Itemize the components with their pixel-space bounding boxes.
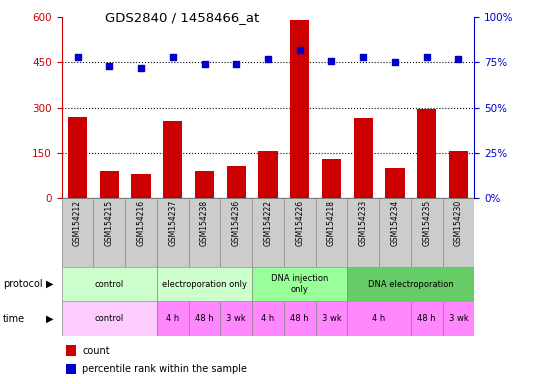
Bar xyxy=(284,301,316,336)
Text: control: control xyxy=(95,280,124,289)
Bar xyxy=(252,198,284,267)
Bar xyxy=(316,198,347,267)
Bar xyxy=(385,168,405,198)
Bar xyxy=(443,198,474,267)
Bar xyxy=(131,174,151,198)
Bar xyxy=(411,301,443,336)
Point xyxy=(168,54,177,60)
Bar xyxy=(347,198,379,267)
Point xyxy=(105,63,114,69)
Bar xyxy=(354,118,373,198)
Bar xyxy=(417,109,436,198)
Bar xyxy=(347,301,411,336)
Bar xyxy=(157,267,252,301)
Text: ▶: ▶ xyxy=(46,279,53,289)
Text: 48 h: 48 h xyxy=(195,314,214,323)
Point xyxy=(295,47,304,53)
Bar xyxy=(443,301,474,336)
Bar xyxy=(195,171,214,198)
Bar xyxy=(316,301,347,336)
Point xyxy=(422,54,431,60)
Bar xyxy=(290,20,309,198)
Point xyxy=(359,54,368,60)
Point xyxy=(454,56,463,62)
Bar xyxy=(157,301,189,336)
Bar xyxy=(93,198,125,267)
Text: 48 h: 48 h xyxy=(418,314,436,323)
Text: GSM154218: GSM154218 xyxy=(327,200,336,246)
Bar xyxy=(189,198,220,267)
Text: percentile rank within the sample: percentile rank within the sample xyxy=(83,364,247,374)
Point xyxy=(232,61,241,67)
Bar xyxy=(157,198,189,267)
Bar xyxy=(62,267,157,301)
Point xyxy=(200,61,209,67)
Point xyxy=(73,54,82,60)
Point xyxy=(264,56,272,62)
Bar xyxy=(189,301,220,336)
Bar xyxy=(258,151,278,198)
Text: DNA injection
only: DNA injection only xyxy=(271,275,329,294)
Text: ▶: ▶ xyxy=(46,314,53,324)
Point xyxy=(391,60,399,66)
Text: control: control xyxy=(95,314,124,323)
Text: DNA electroporation: DNA electroporation xyxy=(368,280,454,289)
Text: GSM154236: GSM154236 xyxy=(232,200,241,246)
Bar xyxy=(252,267,347,301)
Bar xyxy=(449,151,468,198)
Point xyxy=(327,58,336,64)
Bar xyxy=(66,364,76,374)
Bar xyxy=(411,198,443,267)
Bar xyxy=(227,166,246,198)
Text: 4 h: 4 h xyxy=(373,314,386,323)
Text: GSM154230: GSM154230 xyxy=(454,200,463,246)
Text: GSM154212: GSM154212 xyxy=(73,200,82,246)
Text: 4 h: 4 h xyxy=(166,314,180,323)
Text: 48 h: 48 h xyxy=(291,314,309,323)
Text: GSM154235: GSM154235 xyxy=(422,200,431,246)
Bar xyxy=(322,159,341,198)
Bar xyxy=(379,198,411,267)
Bar xyxy=(284,198,316,267)
Text: GSM154222: GSM154222 xyxy=(264,200,272,246)
Text: 3 wk: 3 wk xyxy=(449,314,468,323)
Text: GSM154226: GSM154226 xyxy=(295,200,304,246)
Text: GSM154238: GSM154238 xyxy=(200,200,209,246)
Text: GSM154215: GSM154215 xyxy=(105,200,114,246)
Bar xyxy=(220,198,252,267)
Text: 4 h: 4 h xyxy=(262,314,274,323)
Bar xyxy=(66,345,76,356)
Bar xyxy=(220,301,252,336)
Bar xyxy=(100,171,119,198)
Text: GSM154237: GSM154237 xyxy=(168,200,177,246)
Bar xyxy=(62,198,93,267)
Bar xyxy=(68,117,87,198)
Point xyxy=(137,65,145,71)
Bar xyxy=(347,267,474,301)
Text: protocol: protocol xyxy=(3,279,42,289)
Text: GSM154234: GSM154234 xyxy=(391,200,399,246)
Text: 3 wk: 3 wk xyxy=(322,314,341,323)
Text: count: count xyxy=(83,346,110,356)
Bar xyxy=(125,198,157,267)
Bar xyxy=(62,301,157,336)
Text: GSM154216: GSM154216 xyxy=(137,200,145,246)
Text: 3 wk: 3 wk xyxy=(226,314,246,323)
Text: electroporation only: electroporation only xyxy=(162,280,247,289)
Text: time: time xyxy=(3,314,25,324)
Text: GDS2840 / 1458466_at: GDS2840 / 1458466_at xyxy=(105,12,259,25)
Bar xyxy=(252,301,284,336)
Text: GSM154233: GSM154233 xyxy=(359,200,368,246)
Bar xyxy=(163,121,182,198)
